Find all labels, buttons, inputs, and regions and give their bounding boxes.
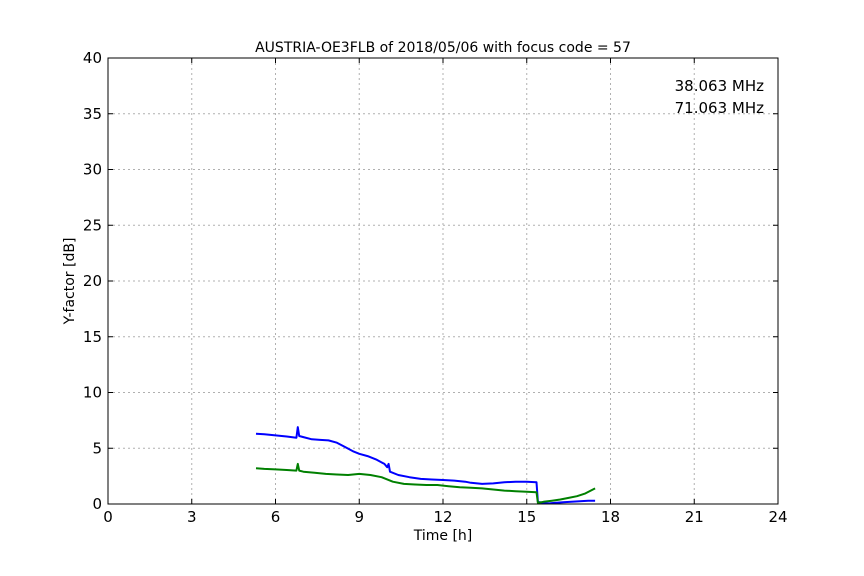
x-tick-label: 24 <box>768 508 787 526</box>
x-tick-label: 21 <box>685 508 704 526</box>
y-tick-label: 15 <box>83 328 102 346</box>
x-tick-label: 6 <box>271 508 281 526</box>
x-tick-label: 9 <box>354 508 364 526</box>
series-layer <box>255 426 596 505</box>
y-tick-label: 30 <box>83 161 102 179</box>
axis-ticks: 0 3 6 9 12 15 18 21 24 0 5 10 15 20 25 30 35 40 <box>83 49 788 526</box>
y-tick-label: 5 <box>92 439 102 457</box>
legend-entry-71mhz: 71.063 MHz <box>675 99 764 117</box>
x-tick-label: 0 <box>103 508 113 526</box>
y-tick-label: 20 <box>83 272 102 290</box>
y-tick-label: 10 <box>83 384 102 402</box>
x-tick-label: 12 <box>433 508 452 526</box>
legend-entry-38mhz: 38.063 MHz <box>675 77 764 95</box>
y-tick-label: 0 <box>92 495 102 513</box>
x-tick-label: 18 <box>601 508 620 526</box>
y-tick-label: 25 <box>83 216 102 234</box>
series-line-1 <box>255 462 596 504</box>
y-tick-label: 40 <box>83 49 102 67</box>
y-axis-label: Y-factor [dB] <box>62 238 78 326</box>
x-axis-label: Time [h] <box>413 528 473 544</box>
x-tick-label: 3 <box>187 508 197 526</box>
y-tick-label: 35 <box>83 105 102 123</box>
x-tick-label: 15 <box>517 508 536 526</box>
grid <box>108 58 778 504</box>
chart-title: AUSTRIA-OE3FLB of 2018/05/06 with focus … <box>255 40 631 56</box>
legend: 38.063 MHz 71.063 MHz <box>675 77 764 117</box>
